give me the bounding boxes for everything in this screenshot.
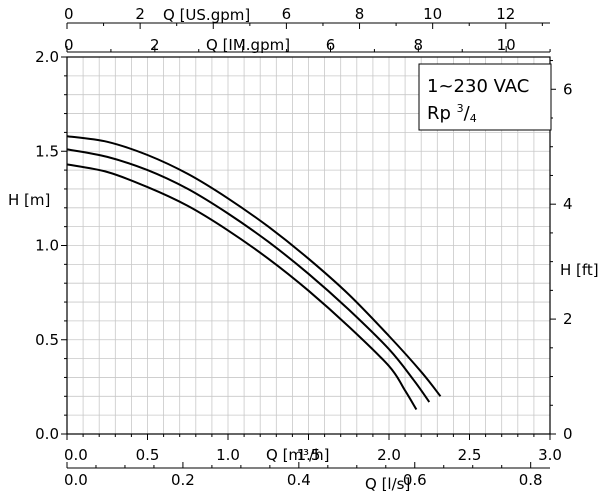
x-tick-label: 3.0 [538, 446, 562, 464]
im-tick-label: 6 [326, 36, 336, 54]
connection-label-den: 4 [470, 112, 477, 125]
grid [67, 57, 550, 434]
tick-labels: 0.0 0.5 1.0 1.5 2.0 2.5 3.0 0.0 0.5 1.0 1.5 2.0 0.0 0… [35, 5, 572, 489]
pump-curve-line [66, 135, 442, 397]
ft-tick-label: 0 [563, 425, 573, 443]
connection-label: Rp 3/4 [427, 102, 477, 125]
x-tick-label: 1.0 [216, 446, 240, 464]
us-tick-label: 12 [496, 5, 515, 23]
axis-ticks [61, 22, 556, 469]
annotation-box: 1~230 VAC Rp 3/4 [418, 63, 552, 131]
ls-tick-label: 0.8 [519, 471, 543, 489]
x-tick-label: 0.0 [64, 446, 88, 464]
top-im-axis-label: Q [IM.gpm] [206, 36, 290, 54]
ls-tick-label: 0.2 [171, 471, 195, 489]
us-tick-label: 8 [355, 5, 365, 23]
y-tick-label: 1.0 [35, 237, 59, 255]
x-tick-label: 1.5 [297, 446, 321, 464]
ls-tick-label: 0.4 [287, 471, 311, 489]
connection-label-num: 3 [457, 102, 464, 115]
y-tick-label: 2.0 [35, 48, 59, 66]
y-tick-label: 0.0 [35, 425, 59, 443]
right-ft-axis-label: H [ft] [560, 261, 599, 279]
ls-tick-label: 0.6 [403, 471, 427, 489]
series-layer [66, 135, 442, 411]
x-tick-label: 2.0 [377, 446, 401, 464]
im-tick-label: 2 [150, 36, 160, 54]
us-tick-label: 2 [135, 5, 145, 23]
us-tick-label: 6 [282, 5, 292, 23]
y-axis-label: H [m] [8, 191, 50, 209]
y-tick-label: 1.5 [35, 142, 59, 160]
x-tick-label: 2.5 [458, 446, 482, 464]
im-tick-label: 8 [414, 36, 424, 54]
connection-label-base: Rp [427, 103, 457, 124]
ft-tick-label: 2 [563, 310, 573, 328]
pump-curve-line [66, 148, 431, 403]
ls-tick-label: 0.0 [64, 471, 88, 489]
bottom-ls-axis-label: Q [l/s] [365, 475, 410, 493]
ft-tick-label: 4 [563, 195, 573, 213]
pump-curve-line [66, 163, 418, 411]
y-tick-label: 0.5 [35, 331, 59, 349]
us-tick-label: 10 [423, 5, 442, 23]
im-tick-label: 0 [64, 36, 74, 54]
im-tick-label: 10 [497, 36, 516, 54]
x-tick-label: 0.5 [136, 446, 160, 464]
x-axis-label: Q [m³/h] [266, 446, 329, 464]
us-tick-label: 0 [64, 5, 74, 23]
ft-tick-label: 6 [563, 80, 573, 98]
top-us-axis-label: Q [US.gpm] [163, 6, 250, 24]
fraction-slash: / [464, 103, 471, 124]
voltage-label: 1~230 VAC [427, 76, 529, 97]
